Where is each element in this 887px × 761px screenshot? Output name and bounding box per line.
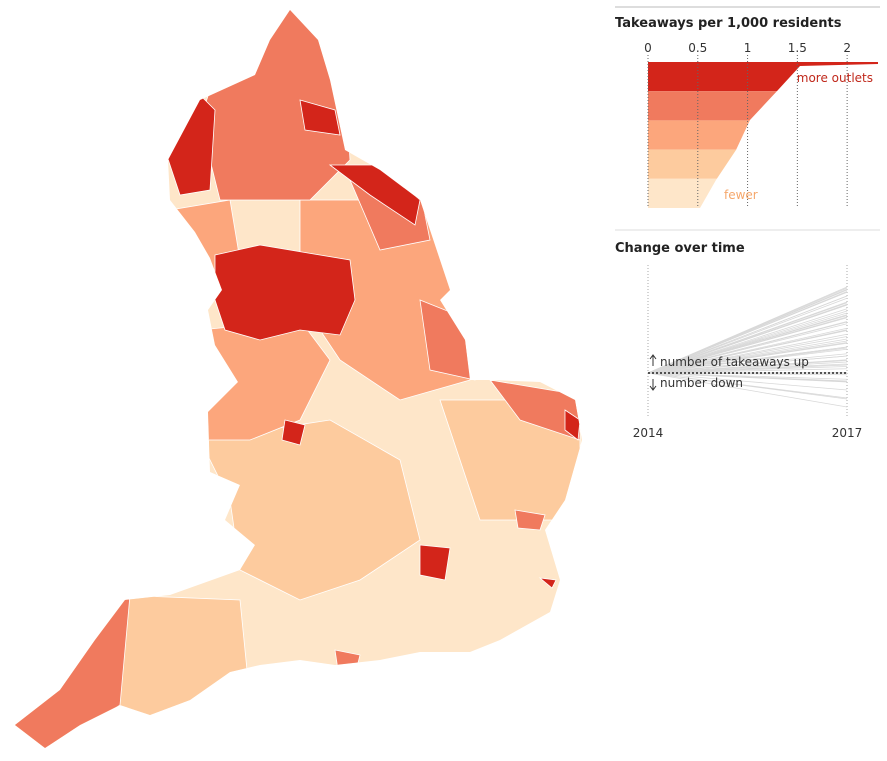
x-label: 2017 <box>832 426 863 440</box>
up-label: number of takeaways up <box>660 355 809 369</box>
down-label: number down <box>660 376 743 390</box>
legend-band <box>648 179 880 208</box>
high-label: more outlets <box>797 71 873 85</box>
legend-band <box>648 120 880 149</box>
map <box>0 0 600 757</box>
region <box>215 245 355 340</box>
x-tick-label: 1 <box>744 41 752 55</box>
legend-band <box>648 91 880 120</box>
down-arrow <box>650 379 656 390</box>
x-tick-label: 2 <box>843 41 851 55</box>
change-title: Change over time <box>615 241 745 256</box>
up-arrow <box>650 355 656 366</box>
region <box>200 0 350 200</box>
legend-band <box>648 150 880 179</box>
x-tick-label: 0 <box>644 41 652 55</box>
x-tick-label: 0.5 <box>688 41 707 55</box>
legend-title: Takeaways per 1,000 residents <box>615 16 842 31</box>
x-tick-label: 1.5 <box>788 41 807 55</box>
region <box>420 545 450 580</box>
x-label: 2014 <box>633 426 664 440</box>
region <box>0 595 130 757</box>
low-label: fewer <box>724 188 758 202</box>
